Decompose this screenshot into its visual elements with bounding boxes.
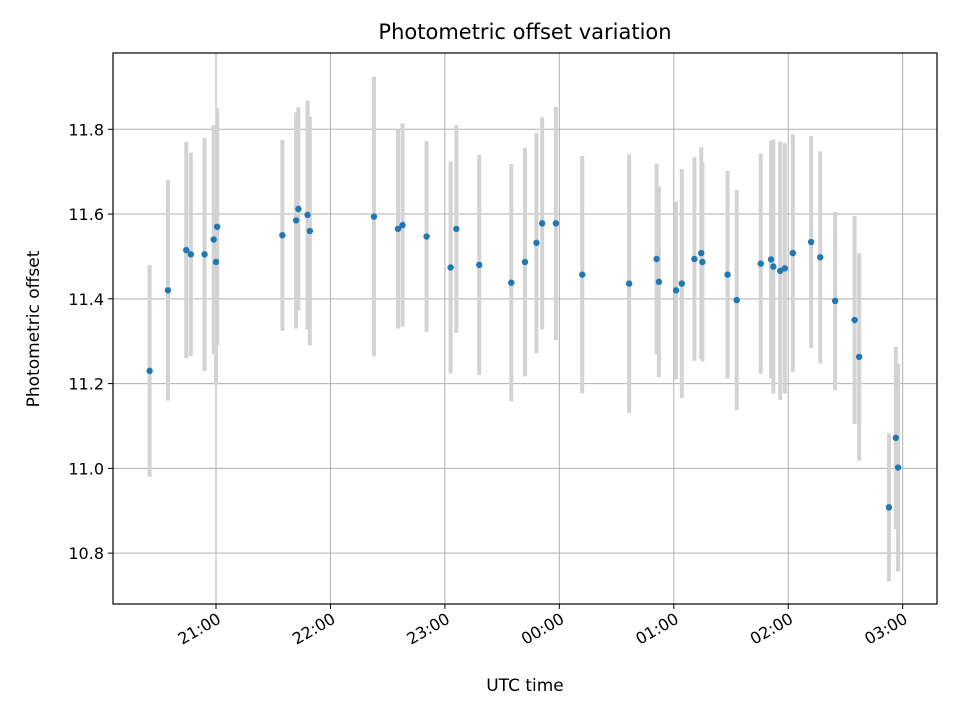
data-point — [213, 223, 221, 230]
data-points — [146, 205, 902, 511]
data-point — [304, 211, 311, 219]
data-point — [212, 258, 220, 266]
data-point — [733, 296, 740, 304]
y-tick-label: 10.8 — [68, 544, 104, 563]
data-point — [678, 280, 685, 287]
data-point — [625, 280, 633, 287]
data-point — [767, 256, 775, 263]
data-point — [789, 249, 796, 257]
data-point — [724, 271, 731, 278]
data-point — [894, 464, 902, 471]
data-point — [579, 271, 586, 278]
y-tick-label: 11.4 — [68, 290, 104, 309]
data-point — [855, 353, 863, 361]
data-point — [292, 217, 300, 224]
data-point — [370, 213, 378, 220]
data-point — [552, 220, 560, 227]
data-point — [201, 251, 208, 258]
data-point — [533, 239, 540, 247]
data-point — [817, 254, 824, 261]
data-point — [447, 264, 454, 271]
data-point — [183, 246, 190, 254]
data-point — [423, 233, 430, 240]
data-point — [831, 297, 839, 305]
chart-title: Photometric offset variation — [378, 20, 671, 44]
data-point — [885, 504, 893, 511]
data-point — [892, 434, 899, 442]
data-point — [770, 263, 777, 270]
data-point — [476, 261, 483, 269]
data-point — [453, 225, 460, 233]
data-point — [698, 249, 705, 257]
y-tick-label: 11.0 — [68, 459, 104, 478]
data-point — [187, 251, 195, 258]
data-point — [655, 278, 663, 286]
y-tick-label: 11.2 — [68, 375, 104, 394]
data-point — [295, 205, 302, 213]
data-point — [691, 255, 698, 263]
data-point — [146, 367, 153, 375]
data-point — [521, 258, 529, 266]
y-tick-label: 11.8 — [68, 120, 104, 139]
data-point — [653, 255, 660, 263]
y-tick-label: 11.6 — [68, 205, 104, 224]
x-axis-label: UTC time — [486, 676, 564, 696]
data-point — [807, 238, 815, 246]
data-point — [699, 258, 706, 266]
data-point — [399, 221, 406, 229]
data-point — [394, 225, 402, 233]
data-point — [851, 316, 858, 324]
y-axis-label: Photometric offset — [24, 250, 44, 407]
data-point — [164, 287, 172, 294]
data-point — [781, 265, 788, 272]
data-point — [508, 279, 515, 286]
y-axis: 10.8 11.0 11.2 11.4 11.6 11.8 — [68, 120, 113, 563]
data-point — [279, 232, 286, 239]
data-point — [210, 236, 217, 243]
data-point — [672, 287, 680, 294]
data-point — [757, 260, 764, 267]
data-point — [538, 220, 546, 227]
plot-frame — [112, 52, 938, 605]
data-point — [306, 227, 314, 235]
